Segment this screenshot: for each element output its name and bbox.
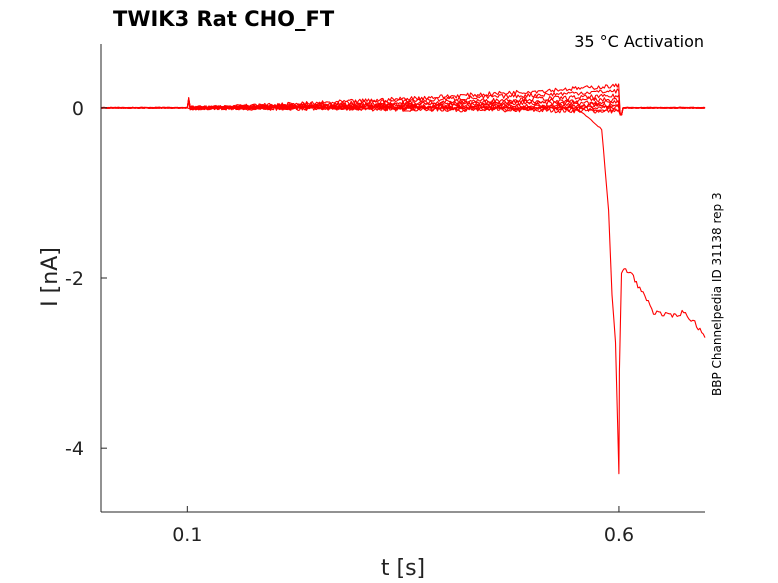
y-tick-group: 0 -2 -4 [65, 98, 107, 460]
condition-annotation: 35 °C Activation [574, 32, 704, 51]
chart-title: TWIK3 Rat CHO_FT [113, 7, 335, 31]
x-tick-label: 0.1 [172, 524, 202, 546]
x-tick-label: 0.6 [604, 524, 634, 546]
y-tick-label: -4 [65, 438, 84, 460]
current-trace-7 [100, 97, 706, 116]
trace-group [100, 83, 706, 475]
current-trace-10 [100, 83, 706, 116]
x-axis-label: t [s] [381, 556, 425, 581]
channelpedia-id-label: BBP Channelpedia ID 31138 rep 3 [710, 192, 724, 396]
y-tick-label: -2 [65, 268, 84, 290]
breakdown-trace [187, 106, 706, 475]
x-tick-group: 0.1 0.6 [172, 506, 634, 546]
y-axis-label: I [nA] [38, 247, 63, 307]
y-tick-label: 0 [72, 98, 84, 120]
